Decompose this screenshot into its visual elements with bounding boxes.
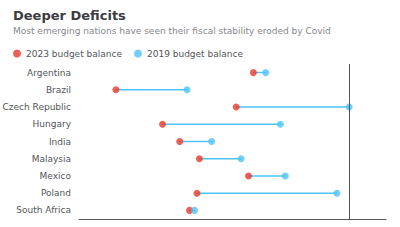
svg-text:2019 budget balance: 2019 budget balance [147,49,243,59]
svg-text:Poland: Poland [41,188,71,198]
svg-text:Most emerging nations have see: Most emerging nations have seen their fi… [13,26,331,36]
svg-text:Hungary: Hungary [33,119,72,129]
svg-text:Deeper Deficits: Deeper Deficits [13,8,126,23]
svg-text:Brazil: Brazil [46,85,71,95]
svg-text:Mexico: Mexico [40,171,72,181]
svg-text:India: India [49,137,71,147]
svg-text:Czech Republic: Czech Republic [2,102,71,112]
svg-text:Argentina: Argentina [27,68,71,78]
svg-text:Malaysia: Malaysia [32,154,71,164]
svg-text:South Africa: South Africa [16,205,71,215]
svg-text:2023 budget balance: 2023 budget balance [26,49,122,59]
